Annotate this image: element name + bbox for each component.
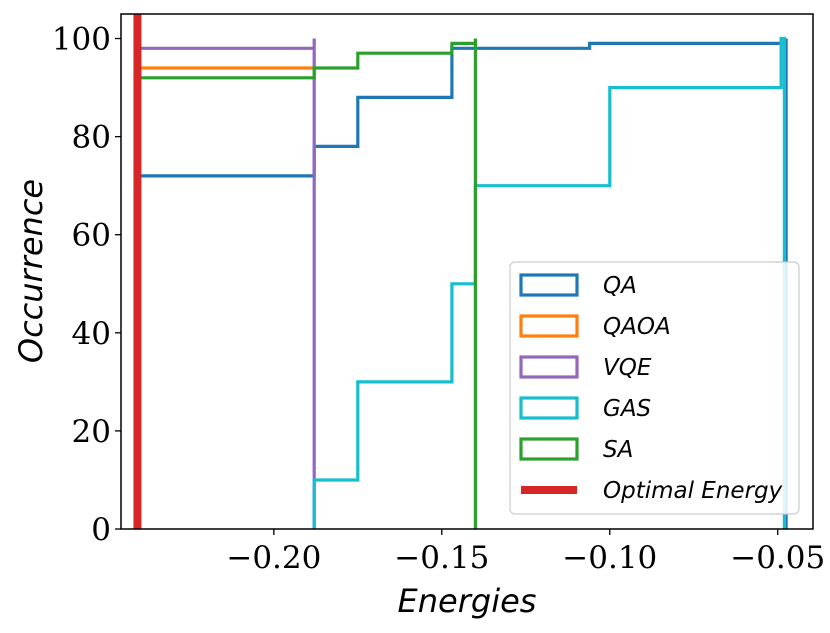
legend-label-optimal-energy: Optimal Energy — [603, 478, 783, 504]
y-tick-label: 80 — [72, 120, 111, 156]
legend-box — [509, 261, 800, 515]
y-tick-label: 60 — [72, 218, 111, 254]
y-tick-label: 0 — [91, 512, 111, 548]
legend-swatch-gas — [519, 396, 579, 420]
legend-label-gas: GAS — [603, 396, 651, 422]
x-axis-title: Energies — [398, 582, 537, 620]
x-tick-label: −0.05 — [730, 540, 825, 576]
y-tick-label: 40 — [72, 316, 111, 352]
legend: QA QAOA VQE GAS SA Optimal Energy — [509, 261, 800, 515]
legend-label-vqe: VQE — [603, 355, 652, 381]
legend-label-qaoa: QAOA — [603, 314, 671, 340]
legend-swatch-vqe — [519, 355, 579, 379]
x-tick-label: −0.10 — [562, 540, 657, 576]
legend-swatch-qaoa — [519, 314, 579, 338]
legend-label-sa: SA — [603, 437, 633, 463]
axis-ticks: −0.20 −0.15 −0.10 −0.05 0 20 40 60 80 100 — [52, 22, 825, 576]
x-tick-label: −0.15 — [394, 540, 489, 576]
plot-frame — [120, 13, 814, 530]
plot-area — [133, 14, 788, 529]
legend-swatch-sa — [519, 437, 579, 461]
x-tick-label: −0.20 — [226, 540, 321, 576]
legend-label-qa: QA — [603, 273, 637, 299]
series-sa-line — [137, 38, 477, 529]
y-axis-title: Occurrence — [12, 179, 50, 363]
y-tick-label: 100 — [52, 22, 111, 58]
y-tick-label: 20 — [72, 414, 111, 450]
series-vqe-line — [137, 38, 316, 529]
legend-swatch-qa — [519, 273, 579, 297]
